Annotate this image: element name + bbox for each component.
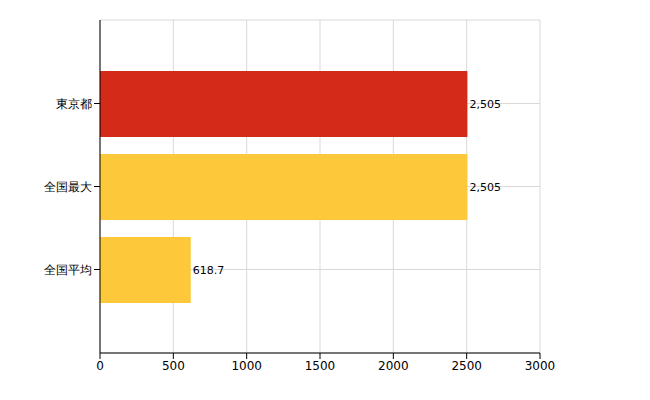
svg-text:3000: 3000 — [525, 359, 556, 373]
svg-text:2000: 2000 — [378, 359, 409, 373]
svg-text:2500: 2500 — [451, 359, 482, 373]
svg-text:2,505: 2,505 — [469, 181, 501, 194]
svg-text:1000: 1000 — [231, 359, 262, 373]
svg-text:618.7: 618.7 — [193, 264, 225, 277]
svg-text:全国平均: 全国平均 — [44, 263, 92, 277]
svg-text:0: 0 — [96, 359, 104, 373]
svg-text:2,505: 2,505 — [469, 98, 501, 111]
svg-text:1500: 1500 — [305, 359, 336, 373]
svg-text:全国最大: 全国最大 — [44, 180, 92, 194]
svg-text:500: 500 — [162, 359, 185, 373]
svg-text:東京都: 東京都 — [56, 97, 92, 111]
